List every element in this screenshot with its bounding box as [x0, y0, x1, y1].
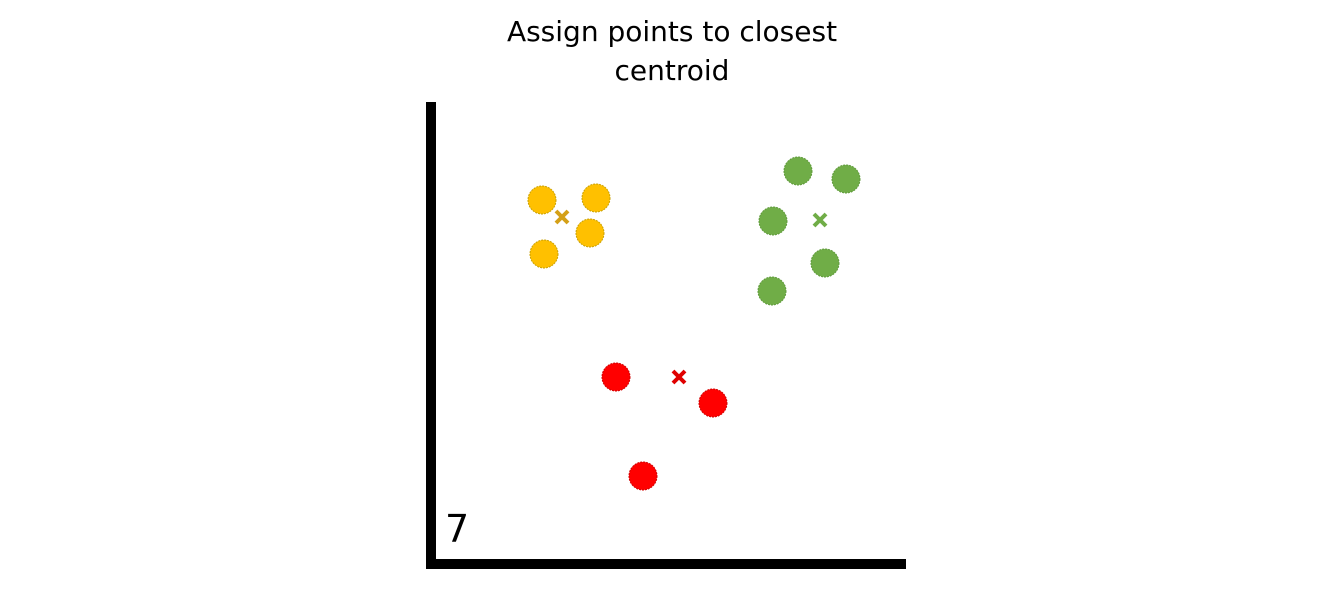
cluster-red: [601, 362, 728, 491]
red-data-point: [698, 388, 728, 418]
step-number-label: 7: [445, 507, 470, 551]
cluster-green: [757, 156, 861, 306]
green-data-point: [783, 156, 813, 186]
green-data-point: [810, 248, 840, 278]
yellow-data-point: [529, 239, 559, 269]
cluster-marks: [527, 156, 861, 491]
cluster-yellow: [527, 183, 611, 269]
green-centroid-marker: [812, 212, 828, 228]
title-line-2: centroid: [614, 54, 730, 87]
green-data-point: [758, 206, 788, 236]
axes: [426, 102, 906, 569]
yellow-centroid-marker: [554, 209, 570, 225]
red-data-point: [601, 362, 631, 392]
green-data-point: [831, 164, 861, 194]
title-line-1: Assign points to closest: [506, 15, 838, 48]
green-data-point: [757, 276, 787, 306]
yellow-data-point: [581, 183, 611, 213]
red-data-point: [628, 461, 658, 491]
yellow-data-point: [527, 185, 557, 215]
yellow-data-point: [575, 218, 605, 248]
red-centroid-marker: [671, 369, 687, 385]
